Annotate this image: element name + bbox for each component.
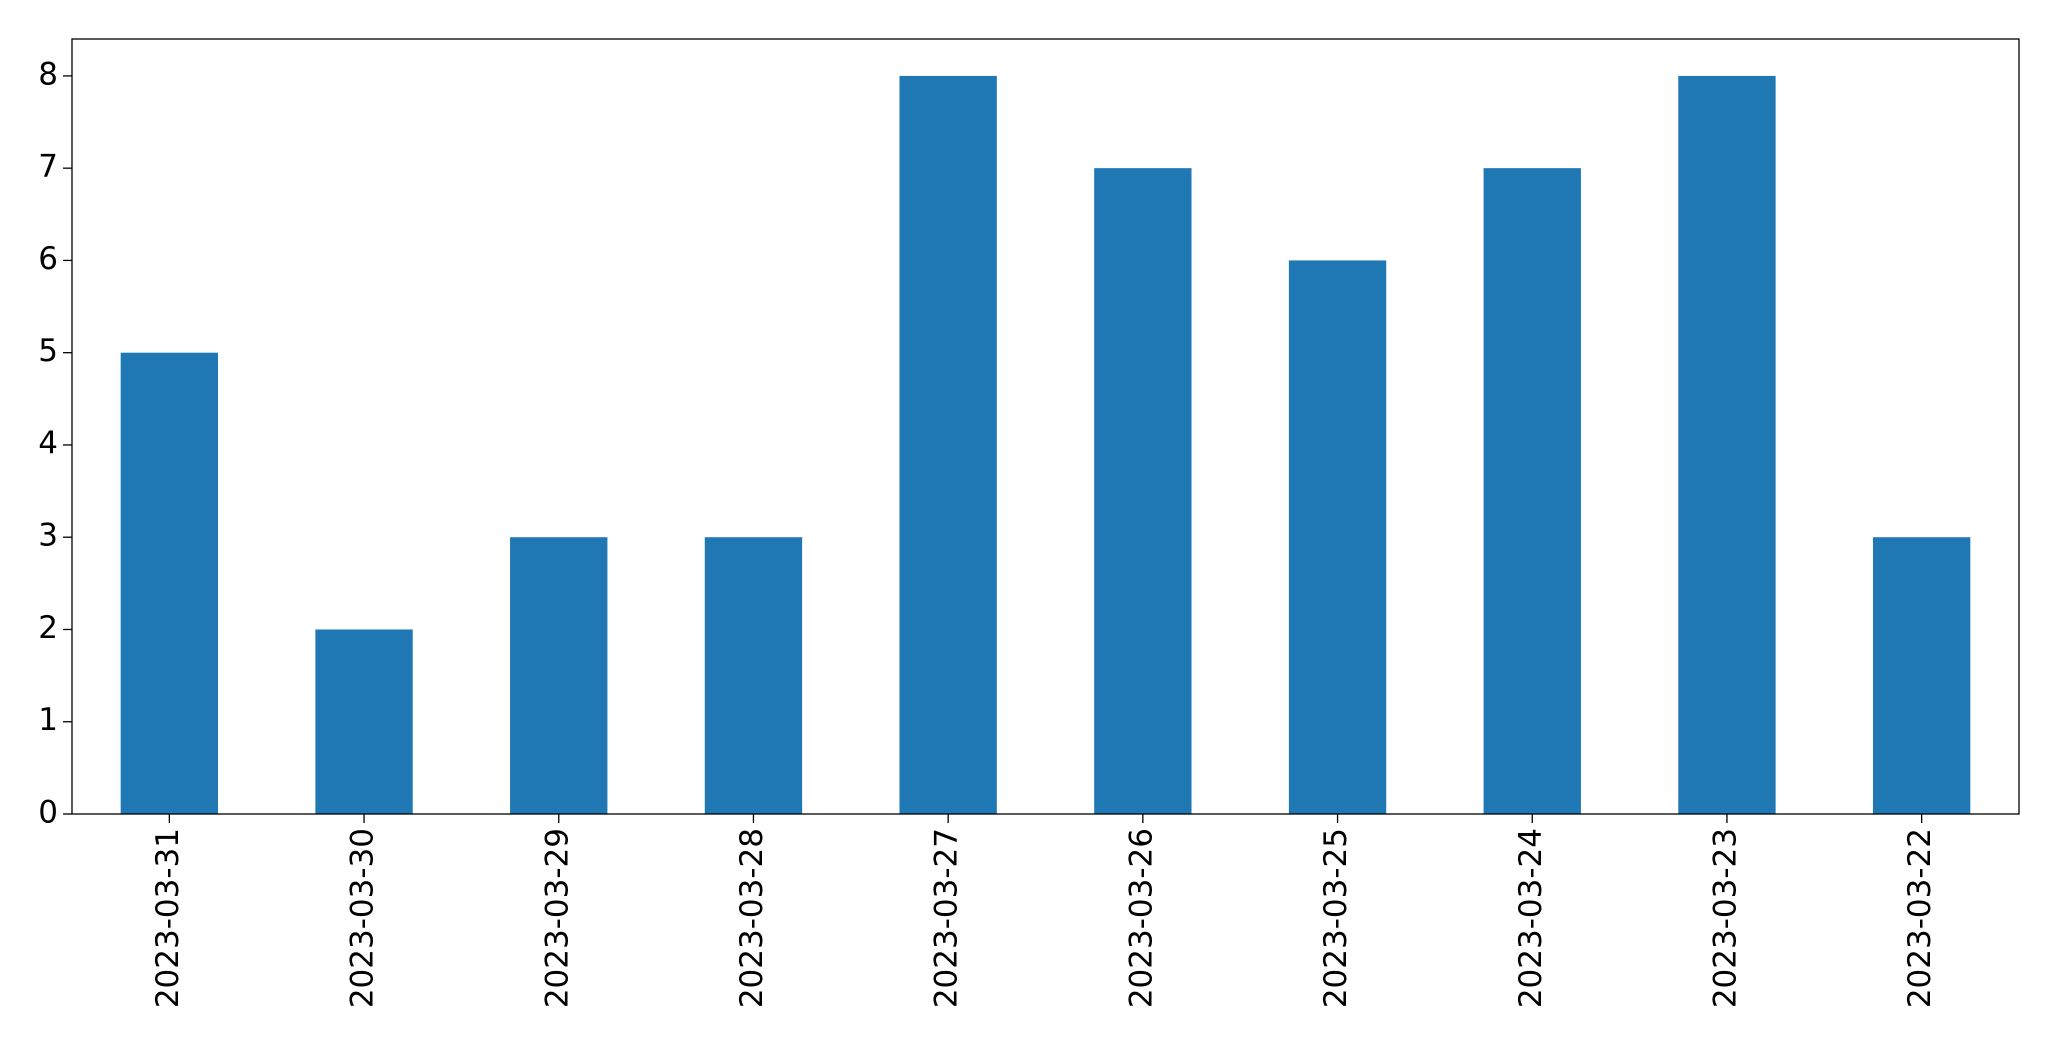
bar <box>1678 75 1776 814</box>
bar <box>1872 537 1971 814</box>
x-tick-label: 2023-03-30 <box>345 828 381 1008</box>
y-tick-label: 0 <box>38 795 58 831</box>
x-tick-label: 2023-03-26 <box>1123 828 1159 1008</box>
bar <box>704 537 803 814</box>
y-tick-label: 5 <box>38 333 58 369</box>
y-tick-label: 4 <box>38 425 58 461</box>
y-tick-label: 8 <box>38 56 58 92</box>
bar <box>315 629 413 814</box>
bar <box>120 352 219 814</box>
x-tick-label: 2023-03-31 <box>150 828 186 1008</box>
y-tick-label: 3 <box>38 518 58 554</box>
x-tick-label: 2023-03-27 <box>929 828 965 1008</box>
bar <box>1483 168 1581 814</box>
bar <box>899 75 997 814</box>
x-tick-label: 2023-03-25 <box>1318 828 1354 1008</box>
x-tick-label: 2023-03-29 <box>539 828 575 1008</box>
plot-frame <box>71 38 2020 815</box>
y-tick-label: 2 <box>38 610 58 646</box>
y-tick-label: 7 <box>38 149 58 185</box>
x-tick-label: 2023-03-22 <box>1902 828 1938 1008</box>
x-tick-label: 2023-03-23 <box>1707 828 1743 1008</box>
x-tick-label: 2023-03-24 <box>1513 828 1549 1008</box>
y-tick-label: 6 <box>38 241 58 277</box>
y-tick-label: 1 <box>38 702 58 738</box>
bar <box>1288 260 1387 814</box>
x-tick-label: 2023-03-28 <box>734 828 770 1008</box>
bar <box>1094 168 1192 814</box>
bar <box>510 537 608 814</box>
